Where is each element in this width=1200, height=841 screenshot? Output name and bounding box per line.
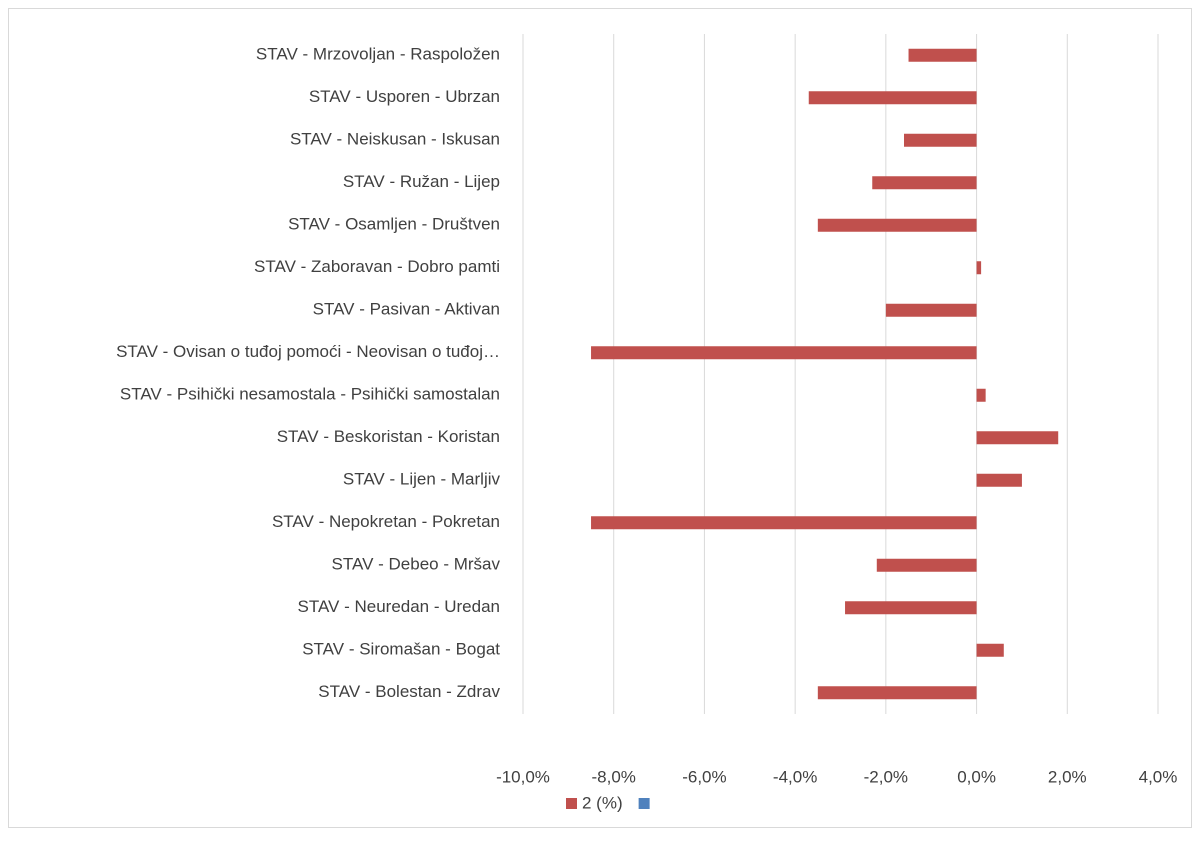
bar	[976, 261, 982, 275]
chart-border	[8, 8, 1192, 828]
x-tick-label: -10,0%	[496, 767, 550, 786]
x-tick-label: -4,0%	[773, 767, 817, 786]
bar	[808, 91, 977, 105]
bar	[591, 346, 977, 360]
y-tick-label: STAV - Bolestan - Zdrav	[318, 682, 500, 701]
y-tick-label: STAV - Lijen - Marljiv	[343, 470, 501, 489]
bar	[908, 48, 977, 62]
bar	[976, 431, 1059, 445]
y-tick-label: STAV - Zaboravan - Dobro pamti	[254, 257, 500, 276]
y-tick-label: STAV - Pasivan - Aktivan	[313, 300, 500, 319]
legend-swatch	[566, 798, 577, 809]
y-tick-label: STAV - Osamljen - Društven	[288, 215, 500, 234]
bar	[845, 601, 977, 615]
x-tick-label: 4,0%	[1139, 767, 1178, 786]
bar	[904, 133, 977, 147]
bar	[591, 516, 977, 530]
legend-label: 2 (%)	[582, 793, 623, 812]
bar	[885, 303, 977, 317]
bar	[976, 643, 1004, 657]
y-tick-label: STAV - Usporen - Ubrzan	[309, 87, 500, 106]
bar	[976, 388, 986, 402]
bar	[817, 218, 977, 232]
y-tick-label: STAV - Ovisan o tuđoj pomoći - Neovisan …	[116, 342, 500, 361]
y-tick-label: STAV - Mrzovoljan - Raspoložen	[256, 45, 500, 64]
y-tick-label: STAV - Nepokretan - Pokretan	[272, 512, 500, 531]
y-tick-label: STAV - Ružan - Lijep	[343, 172, 500, 191]
x-tick-label: 0,0%	[957, 767, 996, 786]
bar	[876, 558, 977, 572]
bar	[817, 686, 977, 700]
y-tick-label: STAV - Neuredan - Uredan	[297, 597, 500, 616]
y-tick-label: STAV - Psihički nesamostala - Psihički s…	[120, 385, 500, 404]
x-tick-label: -6,0%	[682, 767, 726, 786]
x-tick-label: -2,0%	[864, 767, 908, 786]
y-tick-label: STAV - Beskoristan - Koristan	[277, 427, 500, 446]
x-tick-label: 2,0%	[1048, 767, 1087, 786]
y-tick-label: STAV - Debeo - Mršav	[332, 555, 501, 574]
legend-swatch	[638, 798, 650, 809]
y-tick-label: STAV - Neiskusan - Iskusan	[290, 130, 500, 149]
y-tick-label: STAV - Siromašan - Bogat	[302, 640, 500, 659]
bar	[976, 473, 1022, 487]
x-tick-label: -8,0%	[592, 767, 636, 786]
bar	[872, 176, 977, 190]
